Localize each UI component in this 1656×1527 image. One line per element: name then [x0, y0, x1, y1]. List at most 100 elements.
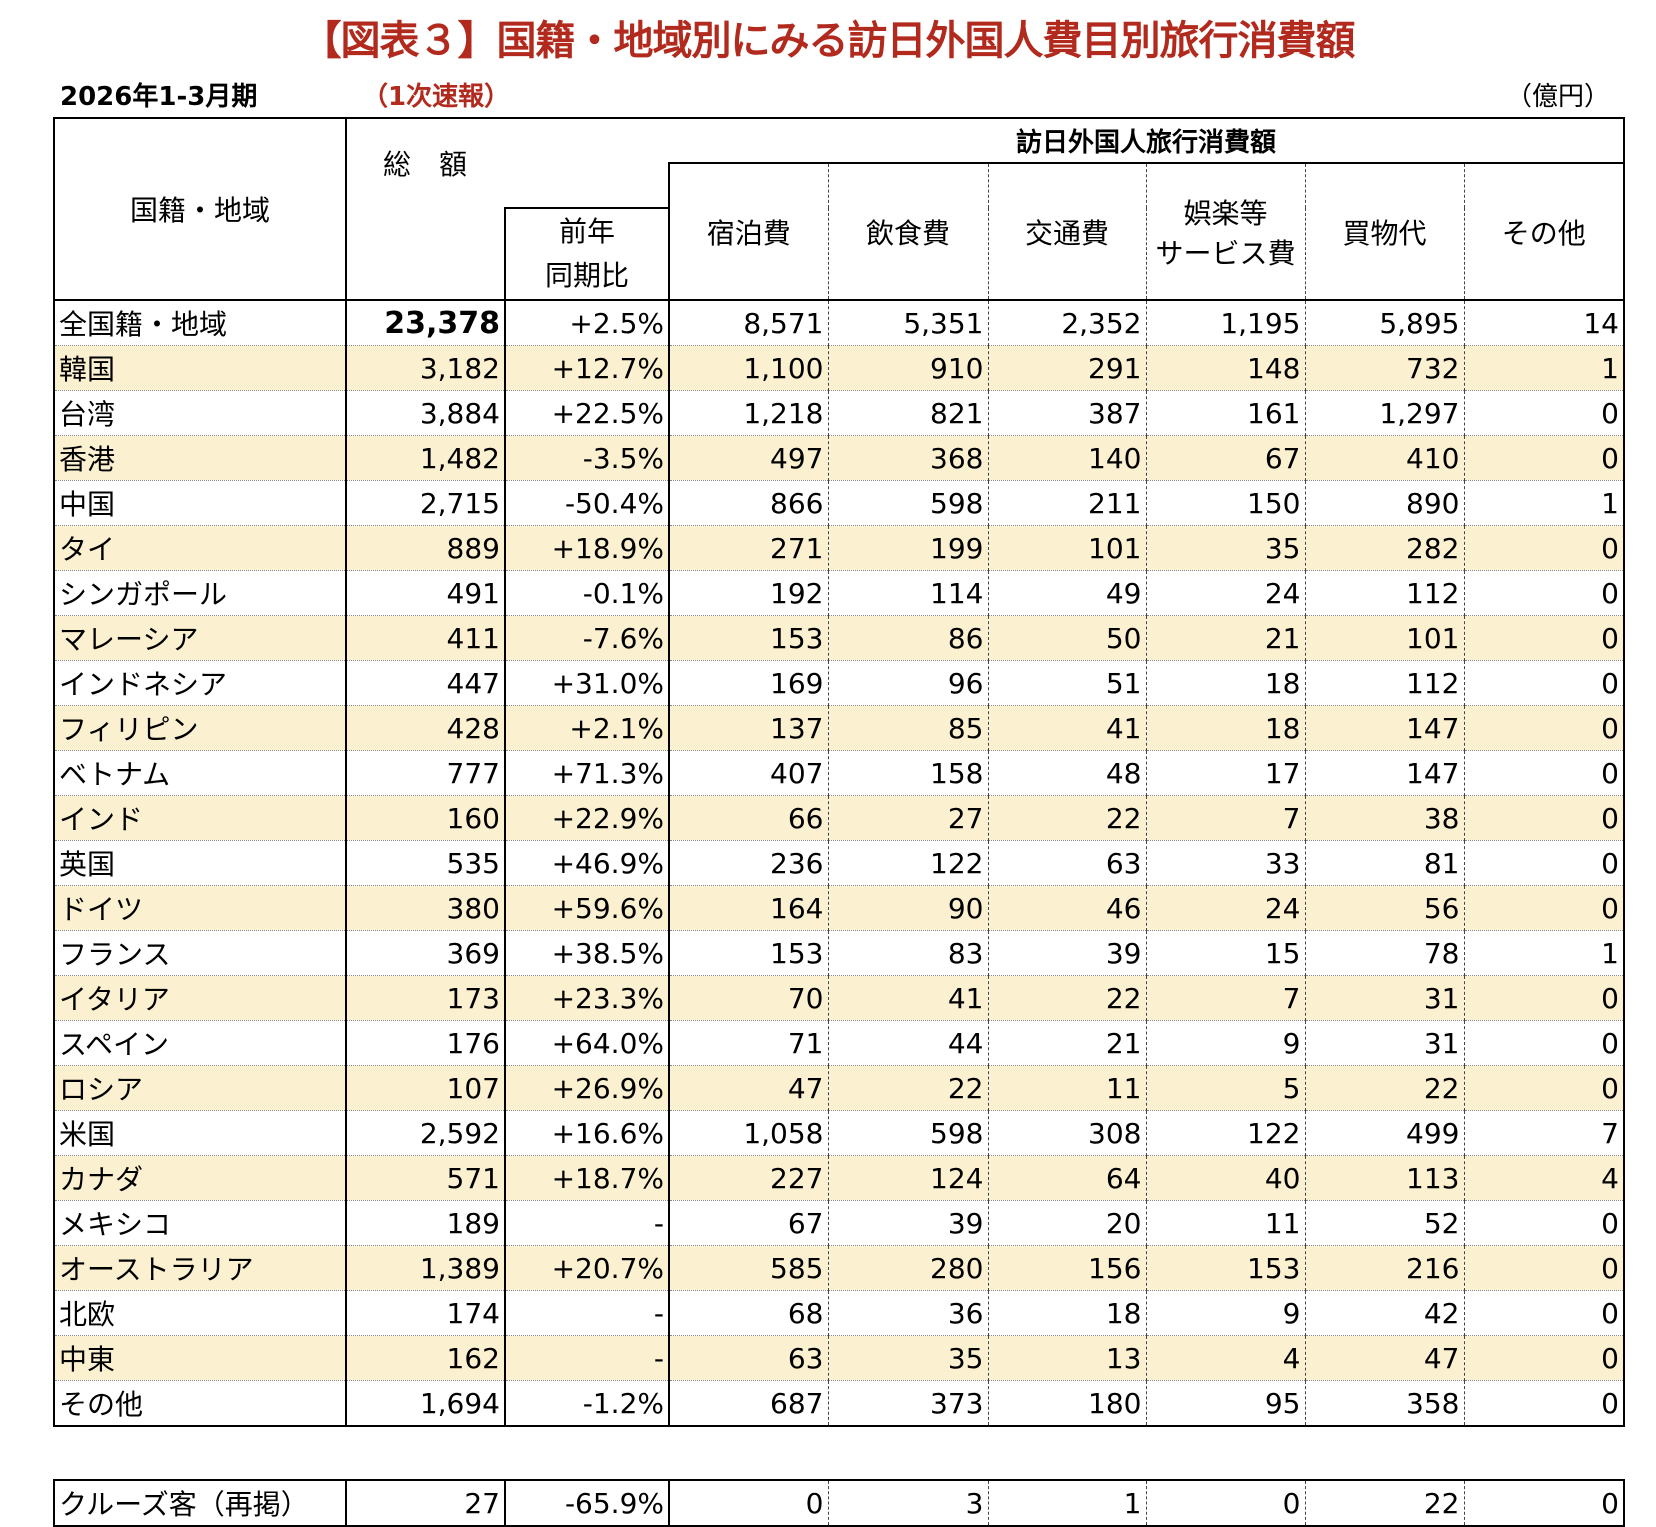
cell-lodging: 137 [668, 705, 828, 751]
cell-other: 0 [1463, 885, 1624, 931]
cell-total: 160 [345, 795, 505, 841]
cell-region: フィリピン [54, 705, 346, 751]
cell-food: 368 [827, 435, 988, 481]
cell-other: 7 [1463, 1110, 1624, 1156]
cell-entertainment: 7 [1145, 975, 1305, 1021]
cell-entertainment: 18 [1145, 660, 1305, 706]
table-row: 北欧 174-68 36 18 9 42 0 [54, 1290, 1624, 1336]
cell-region: インド [54, 795, 346, 841]
cell-other: 14 [1463, 299, 1624, 346]
cell-yoy: +59.6% [504, 885, 669, 931]
cell-yoy: -65.9% [504, 1480, 669, 1526]
cell-total: 3,182 [345, 345, 505, 391]
page-title: 【図表３】国籍・地域別にみる訪日外国人費目別旅行消費額 [301, 18, 1356, 64]
unit-label: （億円） [1506, 82, 1611, 112]
table-row: カナダ 571 +18.7% 227 124 64 40 113 4 [54, 1155, 1624, 1201]
cell-transport: 49 [987, 570, 1146, 616]
cell-lodging: 585 [668, 1245, 828, 1291]
table-row: シンガポール 491 -0.1% 192 114 49 24 112 0 [54, 570, 1624, 616]
cell-entertainment: 1,195 [1145, 299, 1305, 346]
cell-lodging: 169 [668, 660, 828, 706]
cell-food: 85 [827, 705, 988, 751]
cell-other: 1 [1463, 480, 1624, 526]
table-row: フランス 369 +38.5% 153 83 39 15 78 1 [54, 930, 1624, 976]
cell-food: 821 [827, 390, 988, 436]
cell-entertainment: 161 [1145, 390, 1305, 436]
cell-transport: 13 [987, 1335, 1146, 1381]
cell-lodging: 66 [668, 795, 828, 841]
cell-entertainment: 35 [1145, 525, 1305, 571]
cell-shopping: 410 [1304, 435, 1464, 481]
cell-shopping: 732 [1304, 345, 1464, 391]
cell-other: 0 [1463, 570, 1624, 616]
cell-lodging: 47 [668, 1065, 828, 1111]
table-row: 全国籍・地域 23,378 +2.5% 8,571 5,351 2,352 1,195 5,8… [54, 299, 1624, 346]
table-row: 英国 535 +46.9% 236 122 63 33 81 0 [54, 840, 1624, 886]
cell-yoy: +18.7% [504, 1155, 669, 1201]
cell-food: 373 [827, 1380, 988, 1426]
cell-total: 428 [345, 705, 505, 751]
cell-food: 96 [827, 660, 988, 706]
col-yoy-header: 前年 同期比 [504, 207, 669, 300]
cell-yoy: +2.5% [504, 299, 669, 346]
cell-yoy: +31.0% [504, 660, 669, 706]
cell-transport: 48 [987, 750, 1146, 796]
cell-yoy: -50.4% [504, 480, 669, 526]
cell-lodging: 866 [668, 480, 828, 526]
cell-shopping: 113 [1304, 1155, 1464, 1201]
cell-yoy: +64.0% [504, 1020, 669, 1066]
cell-entertainment: 21 [1145, 615, 1305, 661]
cell-shopping: 890 [1304, 480, 1464, 526]
cell-transport: 41 [987, 705, 1146, 751]
cell-entertainment: 4 [1145, 1335, 1305, 1381]
cell-other: 0 [1463, 435, 1624, 481]
cell-shopping: 31 [1304, 1020, 1464, 1066]
cell-shopping: 147 [1304, 705, 1464, 751]
table-row: 韓国 3,182 +12.7% 1,100 910 291 148 732 1 [54, 345, 1624, 391]
cell-shopping: 52 [1304, 1200, 1464, 1246]
cell-other: 1 [1463, 930, 1624, 976]
cell-lodging: 227 [668, 1155, 828, 1201]
cell-transport: 101 [987, 525, 1146, 571]
cell-transport: 22 [987, 975, 1146, 1021]
cell-shopping: 31 [1304, 975, 1464, 1021]
cell-other: 0 [1463, 660, 1624, 706]
cell-total: 2,715 [345, 480, 505, 526]
cell-entertainment: 9 [1145, 1290, 1305, 1336]
total-header-spacer [345, 208, 505, 300]
cell-total: 1,482 [345, 435, 505, 481]
cell-other: 0 [1463, 975, 1624, 1021]
cell-entertainment: 24 [1145, 570, 1305, 616]
cell-lodging: 70 [668, 975, 828, 1021]
cell-region: 北欧 [54, 1290, 346, 1336]
cell-total: 380 [345, 885, 505, 931]
table-row: 中東 162-63 35 13 4 47 0 [54, 1335, 1624, 1381]
cell-region: 中東 [54, 1335, 346, 1381]
cell-other: 4 [1463, 1155, 1624, 1201]
cell-lodging: 192 [668, 570, 828, 616]
cell-shopping: 147 [1304, 750, 1464, 796]
cell-yoy: +22.5% [504, 390, 669, 436]
cell-shopping: 216 [1304, 1245, 1464, 1291]
cell-food: 44 [827, 1020, 988, 1066]
cell-transport: 50 [987, 615, 1146, 661]
cell-lodging: 1,058 [668, 1110, 828, 1156]
cell-shopping: 56 [1304, 885, 1464, 931]
cell-lodging: 497 [668, 435, 828, 481]
cell-shopping: 1,297 [1304, 390, 1464, 436]
cell-total: 411 [345, 615, 505, 661]
cell-total: 173 [345, 975, 505, 1021]
cell-total: 174 [345, 1290, 505, 1336]
cell-transport: 387 [987, 390, 1146, 436]
cell-other: 0 [1463, 615, 1624, 661]
cell-lodging: 407 [668, 750, 828, 796]
table-row: タイ 889 +18.9% 271 199 101 35 282 0 [54, 525, 1624, 571]
cell-region: オーストラリア [54, 1245, 346, 1291]
cell-shopping: 81 [1304, 840, 1464, 886]
cell-food: 36 [827, 1290, 988, 1336]
col-entertainment-line1: 娯楽等 [1183, 196, 1268, 230]
cell-shopping: 358 [1304, 1380, 1464, 1426]
cell-entertainment: 33 [1145, 840, 1305, 886]
cell-region: その他 [54, 1380, 346, 1426]
cell-other: 0 [1463, 705, 1624, 751]
